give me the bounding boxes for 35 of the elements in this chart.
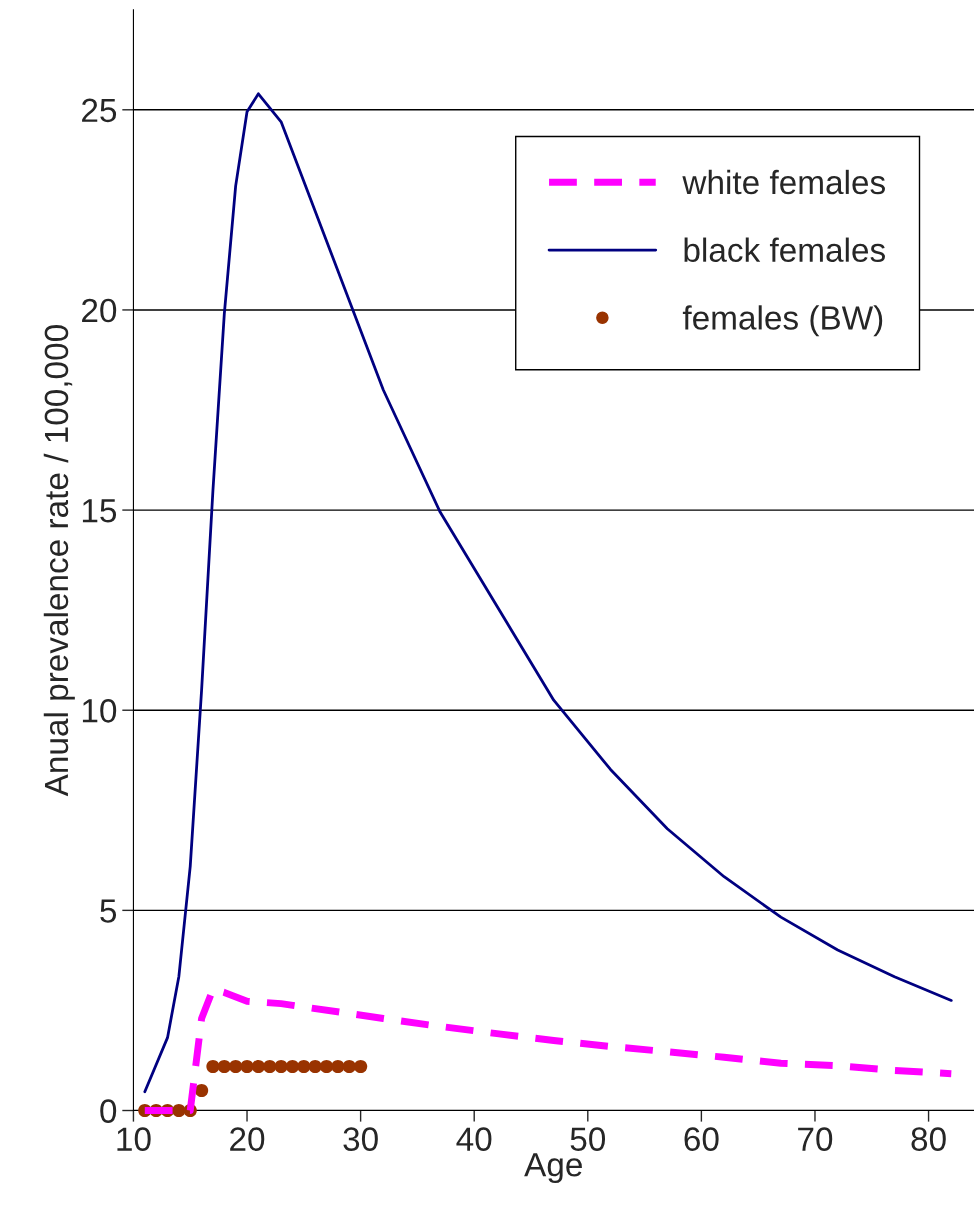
point xyxy=(354,1059,368,1074)
point xyxy=(308,1059,322,1074)
y-tick-label: 10 xyxy=(82,699,117,723)
point xyxy=(251,1059,265,1074)
point xyxy=(195,1083,209,1098)
point xyxy=(229,1059,243,1074)
y-tick-label: 25 xyxy=(82,98,117,123)
x-tick-label: 60 xyxy=(684,1127,719,1151)
y-tick-label: 0 xyxy=(100,1099,117,1123)
point xyxy=(342,1059,356,1074)
y-tick-label: 15 xyxy=(82,499,117,523)
point xyxy=(240,1059,254,1074)
x-tick-label: 80 xyxy=(911,1127,946,1151)
point xyxy=(319,1059,334,1074)
point xyxy=(274,1059,288,1074)
point xyxy=(206,1059,220,1074)
x-tick-label: 20 xyxy=(230,1127,265,1151)
y-axis-title: Anual prevalence rate / 100,000 xyxy=(43,325,75,797)
point xyxy=(297,1059,311,1074)
point xyxy=(285,1059,300,1074)
legend-label: females (BW) xyxy=(682,305,883,337)
x-tick-label: 70 xyxy=(798,1127,833,1151)
line-series xyxy=(143,92,953,1094)
point xyxy=(263,1059,277,1074)
x-axis-title: Age xyxy=(524,1153,582,1184)
legend-label: white females xyxy=(682,169,885,195)
x-tick-label: 50 xyxy=(570,1127,606,1151)
point xyxy=(217,1059,231,1074)
x-tick-label: 10 xyxy=(117,1127,151,1151)
y-tick-label: 5 xyxy=(100,899,117,923)
point xyxy=(331,1059,345,1074)
x-tick-label: 30 xyxy=(343,1127,378,1151)
y-tick-label: 20 xyxy=(82,298,117,323)
legend-label: black females xyxy=(684,237,885,263)
x-tick-label: 40 xyxy=(456,1127,492,1151)
